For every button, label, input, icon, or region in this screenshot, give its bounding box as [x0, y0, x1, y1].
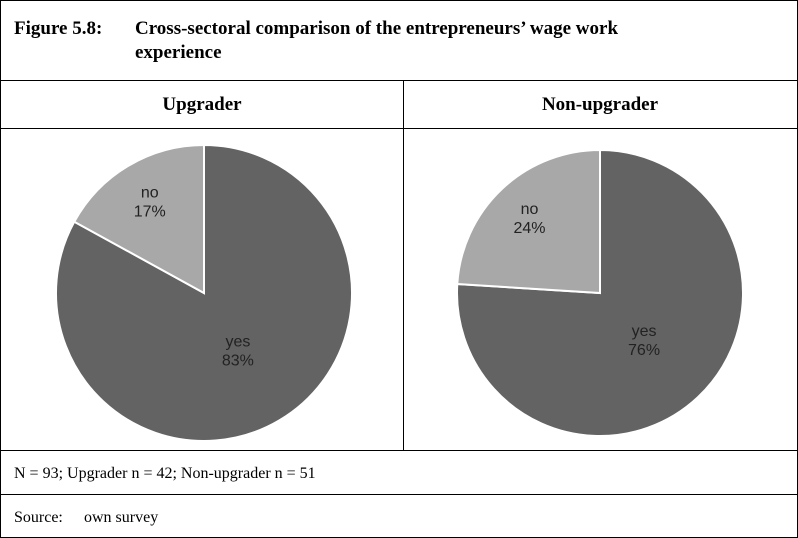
slice-category: no [521, 201, 539, 218]
slice-category: yes [225, 333, 250, 350]
slice-label: no 24% [514, 201, 546, 237]
source-label: Source: [14, 509, 63, 526]
figure-title: Cross-sectoral comparison of the entrepr… [135, 18, 618, 63]
pie-slice [456, 148, 744, 437]
pie-slice [72, 143, 205, 295]
slice-label: yes 76% [628, 323, 660, 359]
pie-slice [456, 148, 601, 295]
slice-label: no 17% [134, 184, 166, 220]
slice-value: 76% [628, 342, 660, 359]
slice-value: 83% [222, 352, 254, 369]
slice-value: 17% [134, 203, 166, 220]
figure-label: Figure 5.8: [14, 18, 102, 39]
note: N = 93; Upgrader n = 42; Non-upgrader n … [14, 465, 316, 482]
slice-category: yes [632, 323, 657, 340]
slice-label: yes 83% [222, 333, 254, 369]
chart-title: Upgrader [162, 94, 242, 115]
source-text: own survey [84, 509, 158, 526]
chart-title: Non-upgrader [542, 94, 659, 115]
slice-category: no [141, 184, 159, 201]
slice-value: 24% [514, 220, 546, 237]
